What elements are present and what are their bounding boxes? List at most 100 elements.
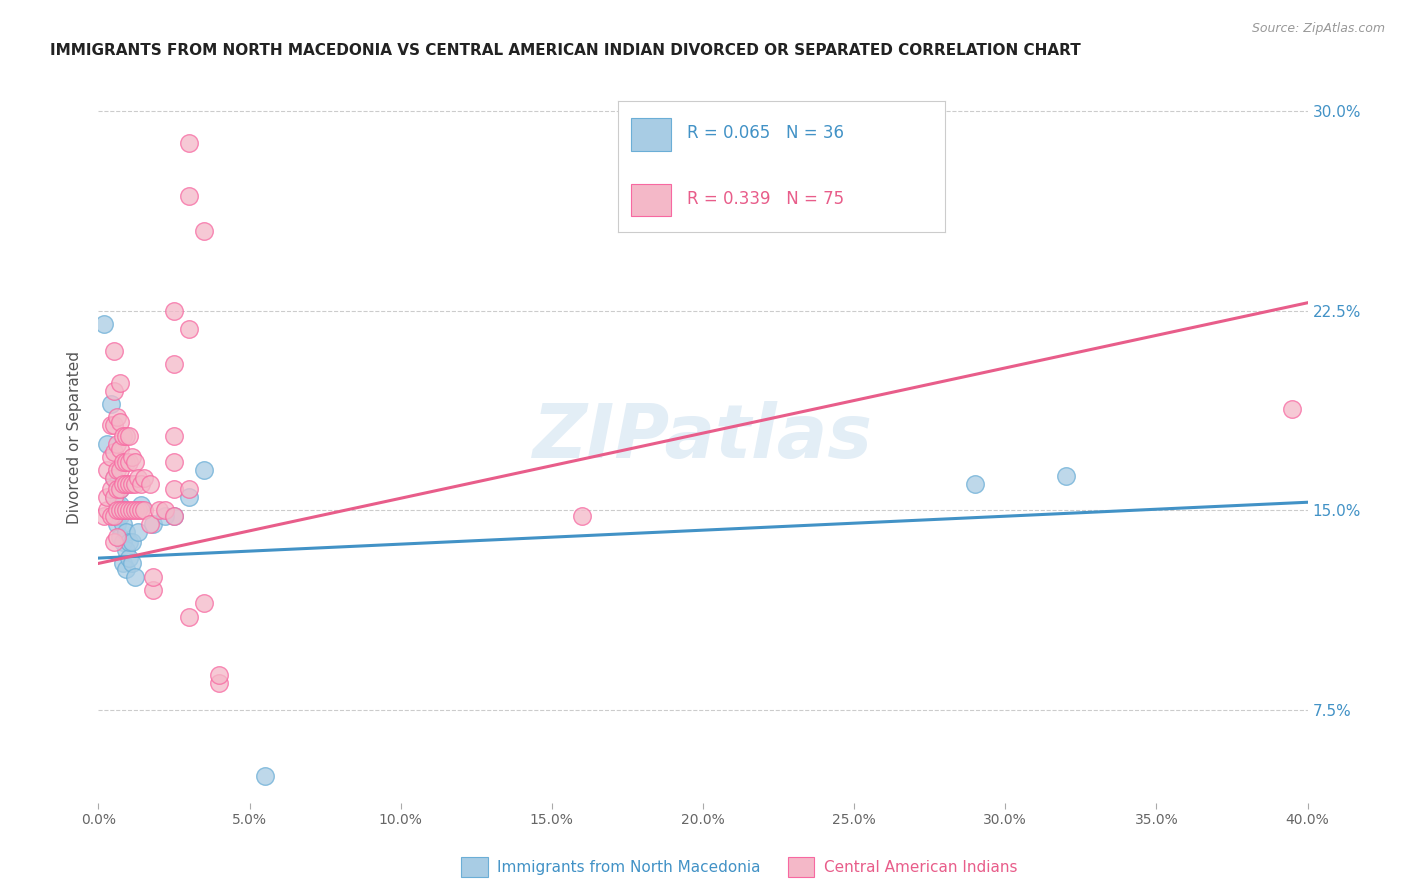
Text: ZIPatlas: ZIPatlas xyxy=(533,401,873,474)
Point xyxy=(163,482,186,496)
FancyBboxPatch shape xyxy=(787,857,814,878)
Point xyxy=(105,516,128,531)
Point xyxy=(118,551,141,566)
Text: Source: ZipAtlas.com: Source: ZipAtlas.com xyxy=(1251,22,1385,36)
Point xyxy=(179,482,201,496)
Point xyxy=(163,508,186,523)
Text: IMMIGRANTS FROM NORTH MACEDONIA VS CENTRAL AMERICAN INDIAN DIVORCED OR SEPARATED: IMMIGRANTS FROM NORTH MACEDONIA VS CENTR… xyxy=(51,43,1081,58)
Point xyxy=(108,463,131,477)
Point xyxy=(142,516,165,531)
Point xyxy=(108,498,131,512)
Point xyxy=(114,429,136,443)
Point xyxy=(163,303,186,318)
Point xyxy=(114,455,136,469)
Point xyxy=(124,570,146,584)
Point xyxy=(142,582,165,597)
Point xyxy=(121,450,143,464)
Point xyxy=(100,397,122,411)
Point xyxy=(139,476,162,491)
Point xyxy=(118,476,141,491)
Point xyxy=(118,429,141,443)
Point xyxy=(111,429,134,443)
Point xyxy=(1054,468,1077,483)
Text: Immigrants from North Macedonia: Immigrants from North Macedonia xyxy=(498,860,761,875)
Point xyxy=(105,482,128,496)
Point xyxy=(179,322,201,336)
Point xyxy=(193,463,215,477)
Point xyxy=(127,503,149,517)
Point xyxy=(124,476,146,491)
Point xyxy=(179,609,201,624)
Point xyxy=(108,508,131,523)
Point xyxy=(105,410,128,425)
Point xyxy=(103,343,125,358)
Point xyxy=(1281,402,1303,417)
Point xyxy=(124,455,146,469)
Point xyxy=(111,516,134,531)
Point xyxy=(163,429,186,443)
Point xyxy=(132,471,155,485)
Point xyxy=(142,570,165,584)
Point xyxy=(100,450,122,464)
Point xyxy=(105,436,128,450)
Point xyxy=(129,503,152,517)
Point xyxy=(124,503,146,517)
Point xyxy=(103,471,125,485)
Point xyxy=(163,357,186,371)
Point xyxy=(105,503,128,517)
Point xyxy=(105,498,128,512)
Text: Central American Indians: Central American Indians xyxy=(824,860,1018,875)
Point xyxy=(105,530,128,544)
Point xyxy=(111,503,134,517)
Point xyxy=(111,557,134,571)
Point xyxy=(96,503,118,517)
Point xyxy=(153,503,176,517)
Point xyxy=(163,455,186,469)
Point xyxy=(153,508,176,523)
Point xyxy=(96,436,118,450)
Point xyxy=(103,490,125,504)
Point xyxy=(253,769,276,783)
Point xyxy=(114,503,136,517)
Point xyxy=(114,543,136,558)
Point xyxy=(129,476,152,491)
Point xyxy=(93,508,115,523)
Point xyxy=(114,476,136,491)
Point xyxy=(108,442,131,456)
Point xyxy=(965,476,987,491)
Point xyxy=(105,476,128,491)
Point xyxy=(108,503,131,517)
Point xyxy=(111,455,134,469)
Point xyxy=(111,535,134,549)
Point xyxy=(193,224,215,238)
Point xyxy=(111,476,134,491)
Point xyxy=(121,476,143,491)
Point xyxy=(103,508,125,523)
Point xyxy=(96,463,118,477)
Point xyxy=(108,376,131,390)
Point xyxy=(100,418,122,433)
Point xyxy=(118,455,141,469)
Point xyxy=(103,471,125,485)
Point xyxy=(103,490,125,504)
Point xyxy=(108,482,131,496)
Point xyxy=(111,503,134,517)
Point xyxy=(179,490,201,504)
Point xyxy=(108,530,131,544)
Point xyxy=(148,503,170,517)
Point xyxy=(108,482,131,496)
Point xyxy=(103,535,125,549)
Point xyxy=(179,136,201,151)
Point xyxy=(129,498,152,512)
Point xyxy=(121,535,143,549)
Point xyxy=(105,508,128,523)
Point xyxy=(105,463,128,477)
Point xyxy=(193,596,215,610)
Point xyxy=(127,524,149,539)
Point xyxy=(96,490,118,504)
Point xyxy=(179,189,201,203)
Point xyxy=(127,471,149,485)
Point xyxy=(100,508,122,523)
Point xyxy=(208,676,231,690)
Point xyxy=(103,384,125,398)
